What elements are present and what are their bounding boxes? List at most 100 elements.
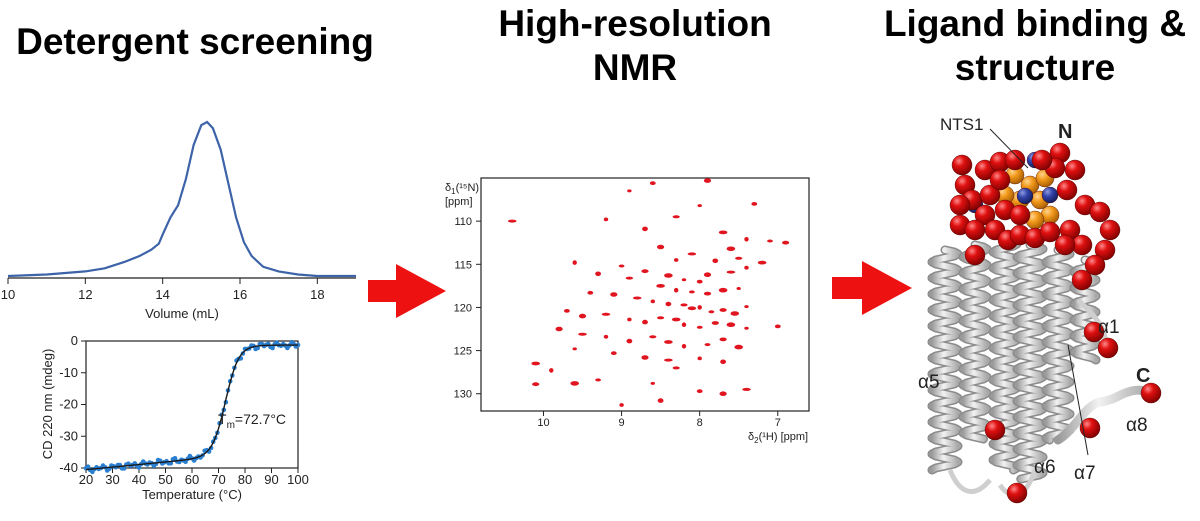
cd-data-point [172, 456, 178, 461]
nmr-peak [578, 313, 587, 319]
cd-x-tick-label: 50 [158, 472, 172, 487]
nmr-peak [570, 381, 579, 386]
nmr-peak [627, 189, 632, 193]
nmr-peak [696, 389, 703, 394]
nmr-peak [619, 403, 624, 407]
nmr-peak [650, 381, 655, 385]
title-nmr-line1: High-resolution [498, 3, 772, 44]
residue-sphere [964, 219, 986, 241]
residue-sphere [964, 244, 986, 266]
cd-tm-subscript: m [227, 420, 235, 431]
nmr-plot-frame [480, 177, 810, 412]
sec-x-tick-label: 14 [155, 287, 169, 302]
nmr-peak [671, 317, 681, 322]
residue-sphere [989, 169, 1011, 191]
title-ligand-binding-structure: Ligand binding & structure [875, 2, 1195, 90]
nmr-peak [711, 321, 719, 325]
nmr-peak [642, 319, 648, 325]
nmr-peak [687, 306, 697, 311]
sec-x-label: Volume (mL) [145, 306, 219, 321]
nmr-peak [704, 343, 711, 347]
nmr-peak [703, 178, 712, 183]
cd-x-tick-label: 20 [79, 472, 93, 487]
nmr-peak [625, 276, 634, 280]
ligand-and-residue-spheres [949, 142, 1162, 504]
title-structure-line2: structure [954, 47, 1116, 88]
nmr-peak [742, 387, 751, 391]
nmr-peak [642, 226, 648, 232]
sec-x-tick-label: 10 [1, 287, 15, 302]
cd-tm-value: =72.7°C [235, 411, 286, 427]
cd-tm-annotation: Tm=72.7°C [218, 411, 286, 431]
label-ntsl: NTS1 [940, 115, 983, 134]
nmr-peak [719, 391, 727, 397]
nmr-x-tick-label: 7 [775, 417, 781, 429]
cd-data-point [85, 464, 91, 470]
cd-x-tick-label: 70 [211, 472, 225, 487]
cd-x-label: Temperature (°C) [142, 487, 242, 502]
label-helix-6: α6 [1034, 457, 1056, 478]
nmr-peak [774, 324, 781, 329]
residue-sphere [1054, 234, 1076, 256]
residue-sphere [1079, 417, 1101, 439]
residue-sphere [1094, 239, 1116, 261]
residue-sphere [1140, 382, 1162, 404]
nmr-peak [718, 230, 728, 235]
title-high-resolution-nmr: High-resolution NMR [470, 2, 800, 90]
arrow-right-2 [832, 261, 912, 315]
nmr-peak [680, 303, 688, 307]
sec-trace-line [7, 120, 356, 278]
nmr-peak [610, 351, 617, 356]
nmr-peak [744, 305, 749, 309]
cd-x-tick-label: 80 [238, 472, 252, 487]
nmr-peak [697, 356, 702, 361]
nmr-peak [744, 265, 749, 270]
residue-sphere [1089, 201, 1111, 223]
sec-chart: 10 12 14 16 18 Volume (mL) [1, 120, 356, 321]
cd-data-point [121, 466, 127, 471]
nmr-peak [572, 260, 577, 265]
nmr-peak [595, 378, 601, 382]
nmr-peak [657, 316, 665, 320]
nmr-peak [674, 287, 679, 293]
a7-leader-line [1067, 344, 1089, 456]
nmr-peak [689, 290, 695, 294]
nmr-peak [632, 296, 642, 300]
nmr-peak [708, 310, 715, 314]
nmr-peak [744, 237, 749, 242]
cd-data-point [136, 465, 142, 470]
nmr-peak [726, 270, 736, 274]
nmr-peak [665, 301, 672, 307]
cd-fit-line [85, 344, 298, 471]
nmr-x-label-sub: 2 [754, 436, 759, 445]
residue-sphere [1083, 321, 1105, 343]
nmr-peak [681, 278, 687, 282]
nmr-peak [657, 244, 665, 250]
nmr-y-tick-label: 110 [454, 216, 472, 228]
cd-tm-symbol: T [218, 411, 227, 427]
nmr-peak [603, 217, 609, 222]
nmr-peak [782, 240, 790, 245]
nmr-peak [626, 338, 633, 344]
label-n-terminus: N [1058, 121, 1072, 143]
nmr-y-tick-label: 130 [454, 389, 472, 401]
nmr-x-label: δ2(¹H) [ppm] [748, 431, 808, 445]
nmr-peak [730, 311, 740, 316]
nmr-peak [687, 252, 697, 256]
cd-x-tick-label: 40 [132, 472, 146, 487]
cd-data-point [270, 345, 275, 351]
nmr-peak [572, 347, 577, 351]
nmr-peak [696, 279, 703, 284]
nmr-peak [735, 256, 743, 260]
nmr-peak [744, 326, 749, 330]
nmr-peak [672, 366, 680, 370]
cd-x-tick-label: 30 [105, 472, 119, 487]
residue-sphere [1071, 269, 1093, 291]
nmr-peak [703, 291, 712, 296]
label-helix-7: α7 [1074, 463, 1096, 484]
arrow-right-1 [368, 264, 446, 318]
residue-sphere [1056, 179, 1078, 201]
nmr-peak [664, 273, 673, 278]
nmr-y-tick-label: 125 [454, 346, 472, 358]
